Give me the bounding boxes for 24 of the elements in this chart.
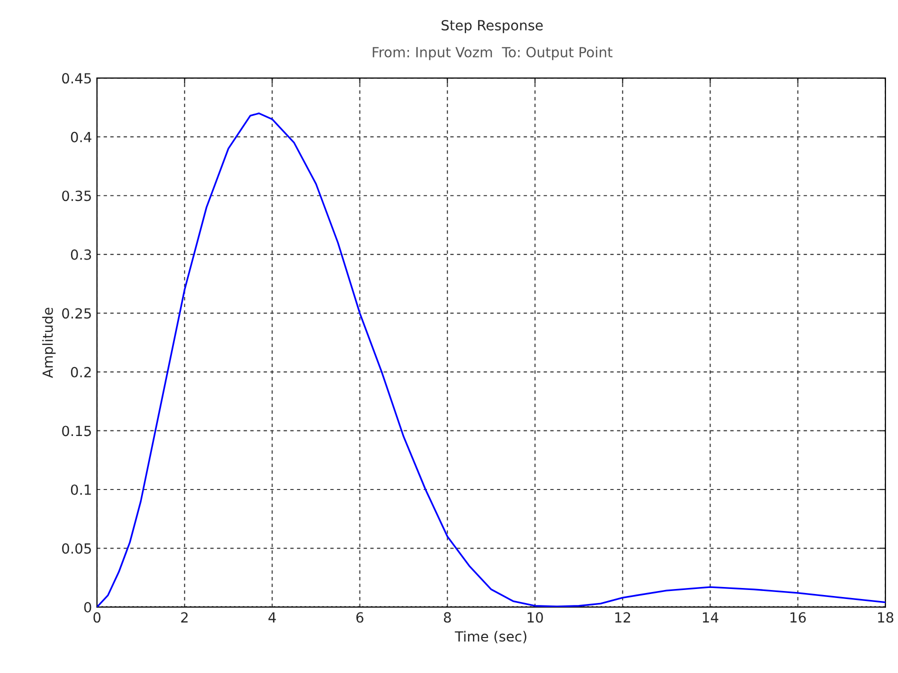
y-tick-label: 0.35 [62, 190, 91, 202]
y-tick-label: 0.15 [62, 426, 91, 436]
x-tick-label: 0 [93, 612, 100, 623]
x-tick-label: 4 [268, 612, 276, 622]
x-axis-title: Time (sec) [454, 630, 526, 644]
x-tick-label: 18 [878, 612, 894, 623]
x-tick-label: 10 [528, 612, 543, 623]
x-tick-label: 2 [181, 612, 188, 622]
y-tick-label: 0.1 [70, 484, 91, 495]
y-tick-label: 0.25 [62, 308, 91, 319]
y-tick-label: 0.45 [62, 73, 91, 84]
y-tick-label: 0.05 [62, 543, 91, 554]
y-tick-label: 0.4 [70, 132, 92, 142]
y-tick-label: 0 [84, 602, 92, 613]
x-tick-label: 8 [444, 612, 451, 623]
x-tick-label: 14 [702, 612, 718, 622]
y-tick-label: 0.2 [70, 366, 91, 378]
x-tick-label: 6 [356, 612, 364, 623]
chart-subtitle: From: Input Vozm To: Output Point [372, 46, 612, 60]
y-tick-label: 0.3 [70, 249, 92, 260]
y-axis-title: Amplitude [42, 308, 56, 378]
x-tick-label: 16 [790, 612, 806, 623]
x-tick-label: 12 [615, 612, 630, 622]
chart-title: Step Response [442, 20, 543, 34]
